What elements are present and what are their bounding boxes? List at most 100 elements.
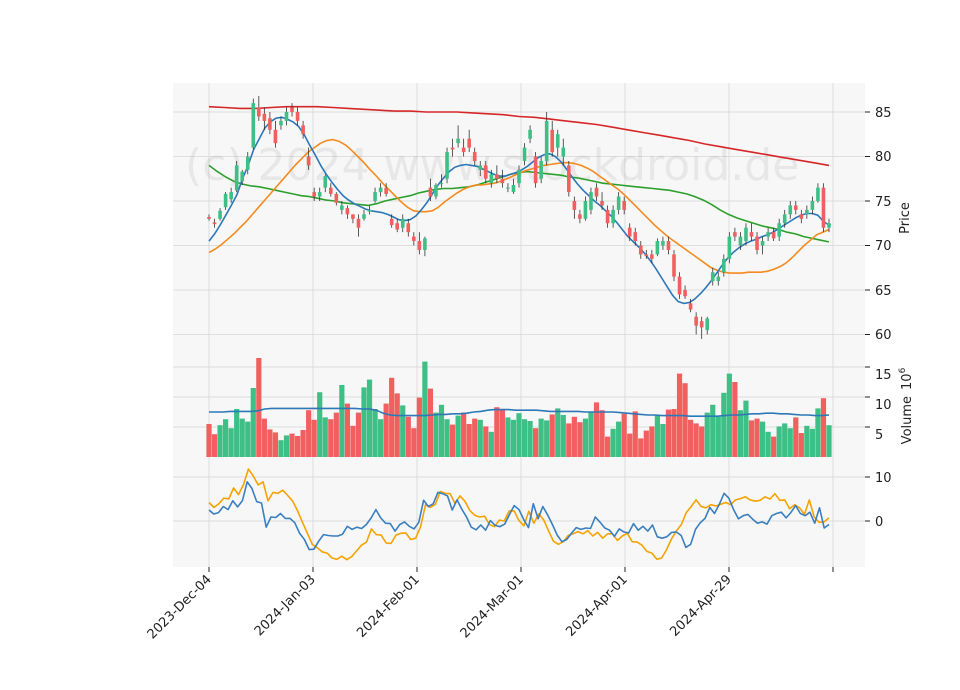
x-tick-label: 2023-Dec-04 xyxy=(145,572,215,642)
candle-body xyxy=(450,147,455,150)
volume-bar xyxy=(732,382,738,457)
candle-body xyxy=(555,134,560,148)
volume-bar xyxy=(256,358,262,457)
volume-bar xyxy=(394,393,400,457)
candle-body xyxy=(594,187,599,197)
candle-body xyxy=(223,193,228,208)
volume-bar xyxy=(494,407,500,457)
volume-bar xyxy=(665,409,672,457)
svg-text:Volume106: Volume 106 xyxy=(898,367,915,444)
candle-body xyxy=(257,107,261,117)
volume-bar xyxy=(671,409,677,457)
volume-bar xyxy=(234,409,240,457)
volume-tick-label: 15 xyxy=(875,368,892,383)
volume-bar xyxy=(688,419,694,457)
volume-bar xyxy=(378,419,384,457)
volume-bar xyxy=(339,385,345,457)
volume-bar xyxy=(355,412,362,457)
candle-body xyxy=(461,147,466,153)
volume-bar xyxy=(715,416,721,457)
candle-body xyxy=(788,205,793,215)
candle-body xyxy=(212,222,217,225)
volume-bar xyxy=(223,419,229,457)
volume-bar xyxy=(682,383,688,457)
volume-bar xyxy=(228,428,234,457)
candle-body xyxy=(417,241,422,250)
candle-body xyxy=(705,318,710,331)
volume-bar xyxy=(411,428,417,457)
candle-body xyxy=(395,223,400,230)
candle-body xyxy=(517,169,521,184)
candle-body xyxy=(644,254,649,257)
candle-body xyxy=(539,160,543,179)
volume-bar xyxy=(217,425,223,457)
volume-bar xyxy=(483,426,489,457)
candle-body xyxy=(445,152,449,179)
volume-bar xyxy=(278,440,284,457)
price-tick-label: 60 xyxy=(875,328,892,343)
volume-bar xyxy=(488,431,494,457)
signal-line xyxy=(208,468,830,561)
candle-body xyxy=(777,223,781,237)
volume-bar xyxy=(737,410,744,457)
volume-bar xyxy=(206,424,212,457)
candle-body xyxy=(356,218,361,228)
volume-bar xyxy=(521,419,528,457)
candle-body xyxy=(650,254,654,259)
candle-body xyxy=(434,184,438,197)
volume-bar xyxy=(748,420,755,457)
volume-bar xyxy=(771,436,777,457)
volume-bar xyxy=(294,436,301,457)
volume-axis-unit: 10 xyxy=(900,373,915,390)
candle-body xyxy=(616,196,621,210)
volume-bar xyxy=(245,421,251,457)
volume-bar xyxy=(505,417,511,457)
price-tick-label: 70 xyxy=(875,239,892,254)
candle-body xyxy=(528,129,532,139)
macd-tick-label: 10 xyxy=(875,471,892,486)
candle-body xyxy=(550,129,555,153)
volume-bar xyxy=(604,436,611,457)
volume-bar xyxy=(211,434,218,457)
volume-bar xyxy=(261,418,267,457)
candle-body xyxy=(782,214,787,224)
volume-bar xyxy=(643,430,649,457)
volume-bar xyxy=(793,417,799,457)
x-tick-label: 2024-Jan-03 xyxy=(252,572,319,639)
volume-bar xyxy=(455,415,461,457)
candle-body xyxy=(472,152,477,161)
volume-bar xyxy=(804,425,810,457)
volume-bar xyxy=(599,410,605,457)
candle-body xyxy=(749,232,754,237)
volume-bar xyxy=(239,418,245,457)
volume-bar xyxy=(283,435,290,457)
candle-body xyxy=(633,232,638,242)
candle-body xyxy=(467,138,471,148)
volume-bar xyxy=(654,415,660,457)
volume-bar xyxy=(627,433,633,457)
candle-body xyxy=(666,241,671,250)
candle-body xyxy=(699,321,704,328)
volume-bar xyxy=(516,413,522,457)
candle-body xyxy=(799,214,804,219)
price-panel-bg xyxy=(173,83,865,351)
candle-body xyxy=(456,138,460,144)
candle-body xyxy=(533,156,538,184)
candle-body xyxy=(262,113,267,121)
macd-lines xyxy=(208,468,830,561)
volume-bars xyxy=(206,358,832,457)
volume-bar xyxy=(826,425,832,457)
candle-body xyxy=(677,276,682,295)
candle-body xyxy=(589,192,593,210)
candle-body xyxy=(334,193,339,203)
volume-bar xyxy=(721,392,727,457)
candle-body xyxy=(727,236,732,259)
candle-body xyxy=(805,209,809,215)
volume-bar xyxy=(704,412,710,457)
volume-bar xyxy=(649,426,655,457)
candle-body xyxy=(744,227,748,242)
macd-tick-label: 0 xyxy=(875,515,883,530)
candle-body xyxy=(688,303,693,310)
volume-bar xyxy=(383,403,389,457)
